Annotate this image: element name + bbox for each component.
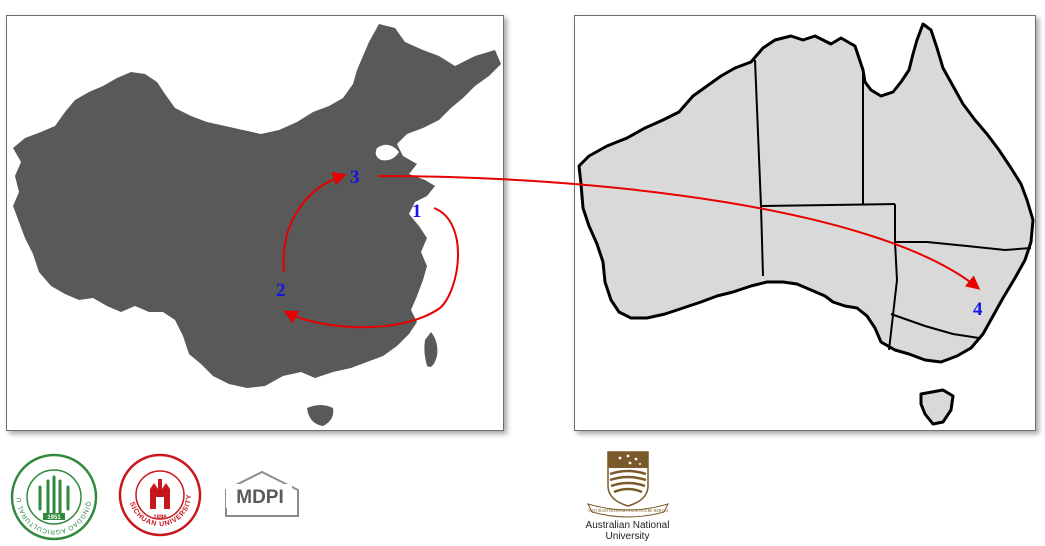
hainan-island: [307, 405, 334, 426]
anu-motto: NATURAM PRIMUM COGNOSCERE RERUM: [588, 508, 668, 513]
border-nsw-vic: [890, 313, 980, 339]
qau-year: 1951: [47, 515, 61, 521]
china-bohai-gulf: [375, 144, 399, 161]
anu-name-line-1: Australian National: [585, 520, 670, 531]
qau-seal-icon: QINGDAO AGRICULTURAL UNIVERSITY 1951: [7, 448, 98, 541]
australia-map: [577, 22, 1035, 426]
sichuan-university-logo: SICHUAN UNIVERSITY 1896: [118, 453, 202, 537]
border-nt-sa: [760, 203, 896, 207]
route-arrow-1-to-2: [283, 207, 459, 329]
state-borders: [754, 59, 1032, 351]
mdpi-hexagon-icon: MDPI: [225, 470, 299, 517]
qingdao-agricultural-university-logo: QINGDAO AGRICULTURAL UNIVERSITY 1951: [7, 448, 98, 541]
tasmania-island: [919, 388, 955, 426]
route-arrow-3-to-4: [377, 175, 981, 290]
scu-year: 1896: [153, 515, 167, 521]
anu-crest-icon: NATURAM PRIMUM COGNOSCERE RERUM: [587, 451, 669, 518]
china-map-panel: [6, 15, 504, 431]
australia-map-panel: [574, 15, 1036, 431]
china-map: [13, 24, 501, 426]
australian-national-university-logo: NATURAM PRIMUM COGNOSCERE RERUM Australi…: [580, 450, 675, 543]
anu-name-line-2: University: [605, 531, 650, 542]
border-qld-nsw: [895, 241, 1032, 252]
route-point-3-label: 3: [350, 167, 360, 188]
route-overlay: 1 2 3 4: [276, 167, 983, 329]
route-point-4-label: 4: [973, 299, 983, 320]
china-mainland-shape: [13, 24, 501, 388]
mdpi-text: MDPI: [236, 487, 284, 508]
mdpi-logo: MDPI: [220, 470, 304, 520]
route-point-1-label: 1: [412, 201, 422, 222]
taiwan-island: [424, 332, 438, 367]
scu-seal-icon: SICHUAN UNIVERSITY 1896: [118, 453, 202, 537]
route-point-2-label: 2: [276, 280, 286, 301]
australia-mainland-shape: [577, 22, 1035, 364]
route-arrow-2-to-3: [282, 171, 347, 273]
